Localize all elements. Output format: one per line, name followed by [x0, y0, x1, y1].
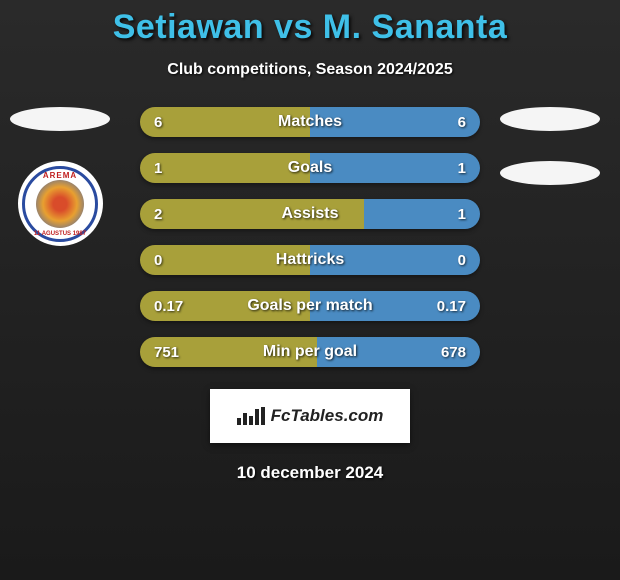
right-team-column — [500, 107, 600, 185]
stat-bar: 751 678 Min per goal — [140, 337, 480, 367]
stat-label: Assists — [282, 205, 339, 223]
stat-value-right: 6 — [458, 114, 466, 131]
main-content: AREMA 11 AGUSTUS 1987 6 6 Matches 1 1 Goals 2 1… — [0, 107, 620, 367]
logo-emblem — [36, 180, 84, 228]
stat-bar: 1 1 Goals — [140, 153, 480, 183]
stat-bar-right: 1 — [310, 153, 480, 183]
stat-value-left: 0.17 — [154, 298, 183, 315]
logo-text-top: AREMA — [43, 171, 77, 180]
left-team-column: AREMA 11 AGUSTUS 1987 — [10, 107, 110, 246]
placeholder-ellipse — [10, 107, 110, 131]
stat-label: Matches — [278, 113, 342, 131]
stat-label: Goals — [288, 159, 332, 177]
placeholder-ellipse — [500, 161, 600, 185]
comparison-widget: Setiawan vs M. Sananta Club competitions… — [0, 0, 620, 580]
footer-date: 10 december 2024 — [0, 463, 620, 483]
stat-label: Hattricks — [276, 251, 344, 269]
stat-value-right: 678 — [441, 344, 466, 361]
stat-bar-right: 1 — [364, 199, 480, 229]
brand-badge[interactable]: FcTables.com — [210, 389, 410, 443]
stat-value-right: 1 — [458, 160, 466, 177]
stat-label: Goals per match — [247, 297, 372, 315]
chart-icon — [237, 407, 265, 425]
stat-value-right: 0.17 — [437, 298, 466, 315]
team-logo-left: AREMA 11 AGUSTUS 1987 — [18, 161, 103, 246]
logo-text-bottom: 11 AGUSTUS 1987 — [34, 231, 86, 237]
stat-bar: 0.17 0.17 Goals per match — [140, 291, 480, 321]
stat-value-right: 1 — [458, 206, 466, 223]
stat-label: Min per goal — [263, 343, 357, 361]
stats-bars: 6 6 Matches 1 1 Goals 2 1 Assists 0 0 Hattricks 0.17… — [140, 107, 480, 367]
page-title: Setiawan vs M. Sananta — [0, 8, 620, 47]
subtitle: Club competitions, Season 2024/2025 — [0, 61, 620, 79]
stat-value-right: 0 — [458, 252, 466, 269]
brand-text: FcTables.com — [271, 406, 384, 426]
stat-bar: 2 1 Assists — [140, 199, 480, 229]
placeholder-ellipse — [500, 107, 600, 131]
stat-value-left: 2 — [154, 206, 162, 223]
logo-ring: AREMA 11 AGUSTUS 1987 — [22, 166, 98, 242]
stat-bar-left: 1 — [140, 153, 310, 183]
stat-value-left: 1 — [154, 160, 162, 177]
stat-bar: 0 0 Hattricks — [140, 245, 480, 275]
stat-value-left: 751 — [154, 344, 179, 361]
stat-value-left: 0 — [154, 252, 162, 269]
stat-bar: 6 6 Matches — [140, 107, 480, 137]
stat-value-left: 6 — [154, 114, 162, 131]
